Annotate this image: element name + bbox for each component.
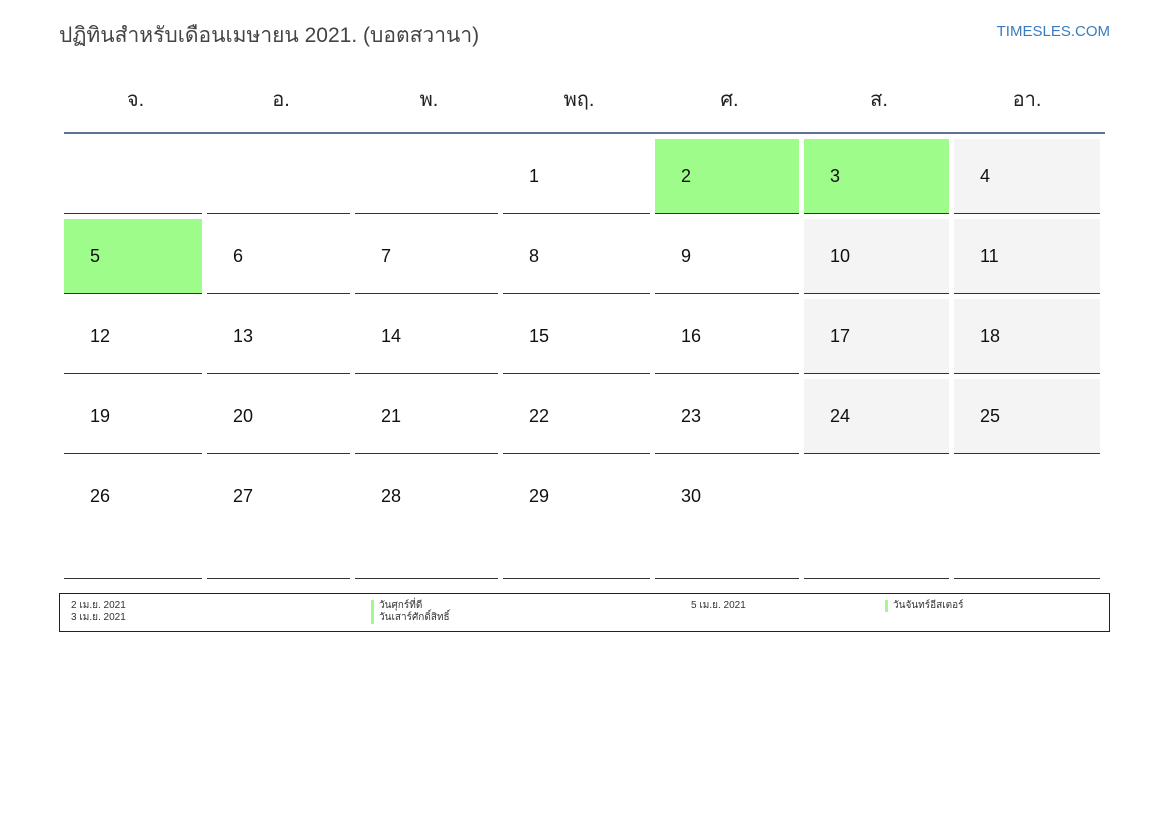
weekday-label: พฤ. [563,89,595,111]
empty-cell [355,139,498,214]
day-number: 3 [830,166,841,186]
site-link[interactable]: TIMESLES.COM [996,23,1110,40]
day-cell[interactable]: 16 [655,299,799,374]
day-number: 6 [233,246,244,266]
legend-date: 5 เม.ย. 2021 [691,600,746,611]
day-number: 19 [90,406,111,426]
day-cell[interactable]: 7 [355,219,498,294]
weekday-label: อา. [1012,89,1042,111]
legend-holiday-name: วันศุกร์ที่ดี [371,600,450,612]
day-number: 12 [90,326,111,346]
weekday-label: อ. [272,89,290,111]
day-number: 4 [980,166,991,186]
day-cell[interactable]: 10 [804,219,949,294]
legend-holiday-name: วันเสาร์ศักดิ์สิทธิ์ [371,612,450,624]
legend-dates-left: 2 เม.ย. 2021 3 เม.ย. 2021 [71,600,126,624]
legend-holiday-name: วันจันทร์อีสเตอร์ [885,600,964,612]
page-title: ปฏิทินสำหรับเดือนเมษายน 2021. (บอตสวานา) [59,24,480,47]
day-cell[interactable]: 11 [954,219,1100,294]
day-cell[interactable]: 2 [655,139,799,214]
day-cell[interactable]: 15 [503,299,650,374]
day-number: 22 [529,406,550,426]
day-cell[interactable]: 3 [804,139,949,214]
day-number: 16 [681,326,702,346]
day-number: 20 [233,406,254,426]
legend-date: 2 เม.ย. 2021 [71,600,126,611]
day-number: 27 [233,486,254,506]
day-cell[interactable]: 24 [804,379,949,454]
day-cell[interactable]: 26 [64,459,202,579]
day-number: 11 [980,246,999,266]
legend-names-left: วันศุกร์ที่ดี วันเสาร์ศักดิ์สิทธิ์ [371,600,450,624]
weekday-label: ส. [870,89,888,111]
weekday-label: พ. [419,89,439,111]
day-number: 1 [529,166,540,186]
day-cell[interactable]: 22 [503,379,650,454]
day-cell[interactable]: 28 [355,459,498,579]
day-cell[interactable]: 9 [655,219,799,294]
day-cell[interactable]: 12 [64,299,202,374]
day-cell[interactable]: 8 [503,219,650,294]
day-number: 7 [381,246,392,266]
day-number: 28 [381,486,402,506]
day-cell[interactable]: 20 [207,379,350,454]
legend-names-right: วันจันทร์อีสเตอร์ [885,600,964,612]
day-number: 14 [381,326,402,346]
day-number: 17 [830,326,851,346]
holiday-legend: 2 เม.ย. 2021 3 เม.ย. 2021 วันศุกร์ที่ดี … [59,593,1110,632]
day-cell[interactable]: 1 [503,139,650,214]
day-number: 23 [681,406,702,426]
calendar-grid: จ. อ. พ. พฤ. ศ. ส. อา. 1 2 3 4 5 6 7 8 9 10 11 12 13 14 15 16… [64,80,1105,584]
day-cell[interactable]: 21 [355,379,498,454]
day-number: 24 [830,406,851,426]
weekday-label: จ. [126,89,145,111]
day-number: 9 [681,246,692,266]
weekday-header: จ. อ. พ. พฤ. ศ. ส. อา. [64,80,1105,134]
day-number: 30 [681,486,702,506]
day-cell[interactable]: 27 [207,459,350,579]
day-cell[interactable]: 4 [954,139,1100,214]
day-number: 26 [90,486,111,506]
day-cell[interactable]: 13 [207,299,350,374]
day-cell[interactable]: 19 [64,379,202,454]
calendar-days: 1 2 3 4 5 6 7 8 9 10 11 12 13 14 15 16 17 18 19 20 21 22 23 24 2… [64,139,1105,584]
day-cell[interactable]: 14 [355,299,498,374]
day-cell[interactable]: 25 [954,379,1100,454]
day-number: 21 [381,406,402,426]
day-number: 13 [233,326,254,346]
day-number: 25 [980,406,1001,426]
weekday-label: ศ. [720,89,739,111]
legend-date: 3 เม.ย. 2021 [71,612,126,623]
day-number: 5 [90,246,101,266]
day-number: 2 [681,166,692,186]
day-number: 15 [529,326,550,346]
day-cell[interactable]: 18 [954,299,1100,374]
empty-cell [207,139,350,214]
day-number: 18 [980,326,1001,346]
day-cell[interactable]: 17 [804,299,949,374]
empty-cell [64,139,202,214]
day-number: 8 [529,246,540,266]
empty-cell [804,459,949,579]
day-cell[interactable]: 5 [64,219,202,294]
day-number: 10 [830,246,851,266]
legend-dates-right: 5 เม.ย. 2021 [691,600,746,612]
day-number: 29 [529,486,550,506]
day-cell[interactable]: 6 [207,219,350,294]
day-cell[interactable]: 29 [503,459,650,579]
day-cell[interactable]: 23 [655,379,799,454]
day-cell[interactable]: 30 [655,459,799,579]
empty-cell [954,459,1100,579]
